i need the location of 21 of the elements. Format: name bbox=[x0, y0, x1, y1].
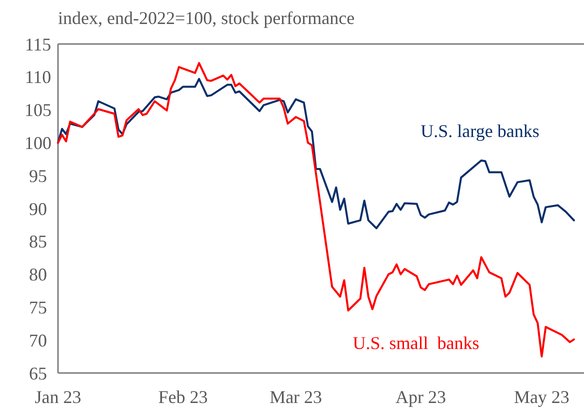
y-tick-label: 105 bbox=[24, 100, 52, 120]
x-tick-label: Apr 23 bbox=[396, 387, 446, 407]
y-tick-label: 100 bbox=[24, 133, 52, 153]
y-tick-label: 90 bbox=[29, 198, 47, 219]
y-tick-label: 110 bbox=[24, 67, 52, 88]
x-tick-label: Feb 23 bbox=[158, 387, 208, 407]
series-label: U.S. small banks bbox=[352, 333, 480, 353]
y-tick-label: 70 bbox=[29, 330, 47, 350]
x-tick-label: May 23 bbox=[514, 387, 570, 407]
y-tick-label: 80 bbox=[29, 264, 47, 285]
series-label: U.S. large banks bbox=[420, 121, 540, 141]
y-tick-label: 85 bbox=[29, 232, 47, 252]
line-series bbox=[57, 78, 575, 230]
y-tick-label: 95 bbox=[29, 166, 47, 186]
x-tick-label: Mar 23 bbox=[270, 387, 322, 407]
y-tick-label: 75 bbox=[29, 298, 47, 318]
y-tick-label: 65 bbox=[29, 363, 47, 384]
line-series bbox=[57, 62, 575, 358]
chart-title: index, end-2022=100, stock performance bbox=[58, 8, 355, 28]
y-tick-label: 115 bbox=[24, 34, 52, 54]
x-tick-label: Jan 23 bbox=[34, 387, 82, 407]
